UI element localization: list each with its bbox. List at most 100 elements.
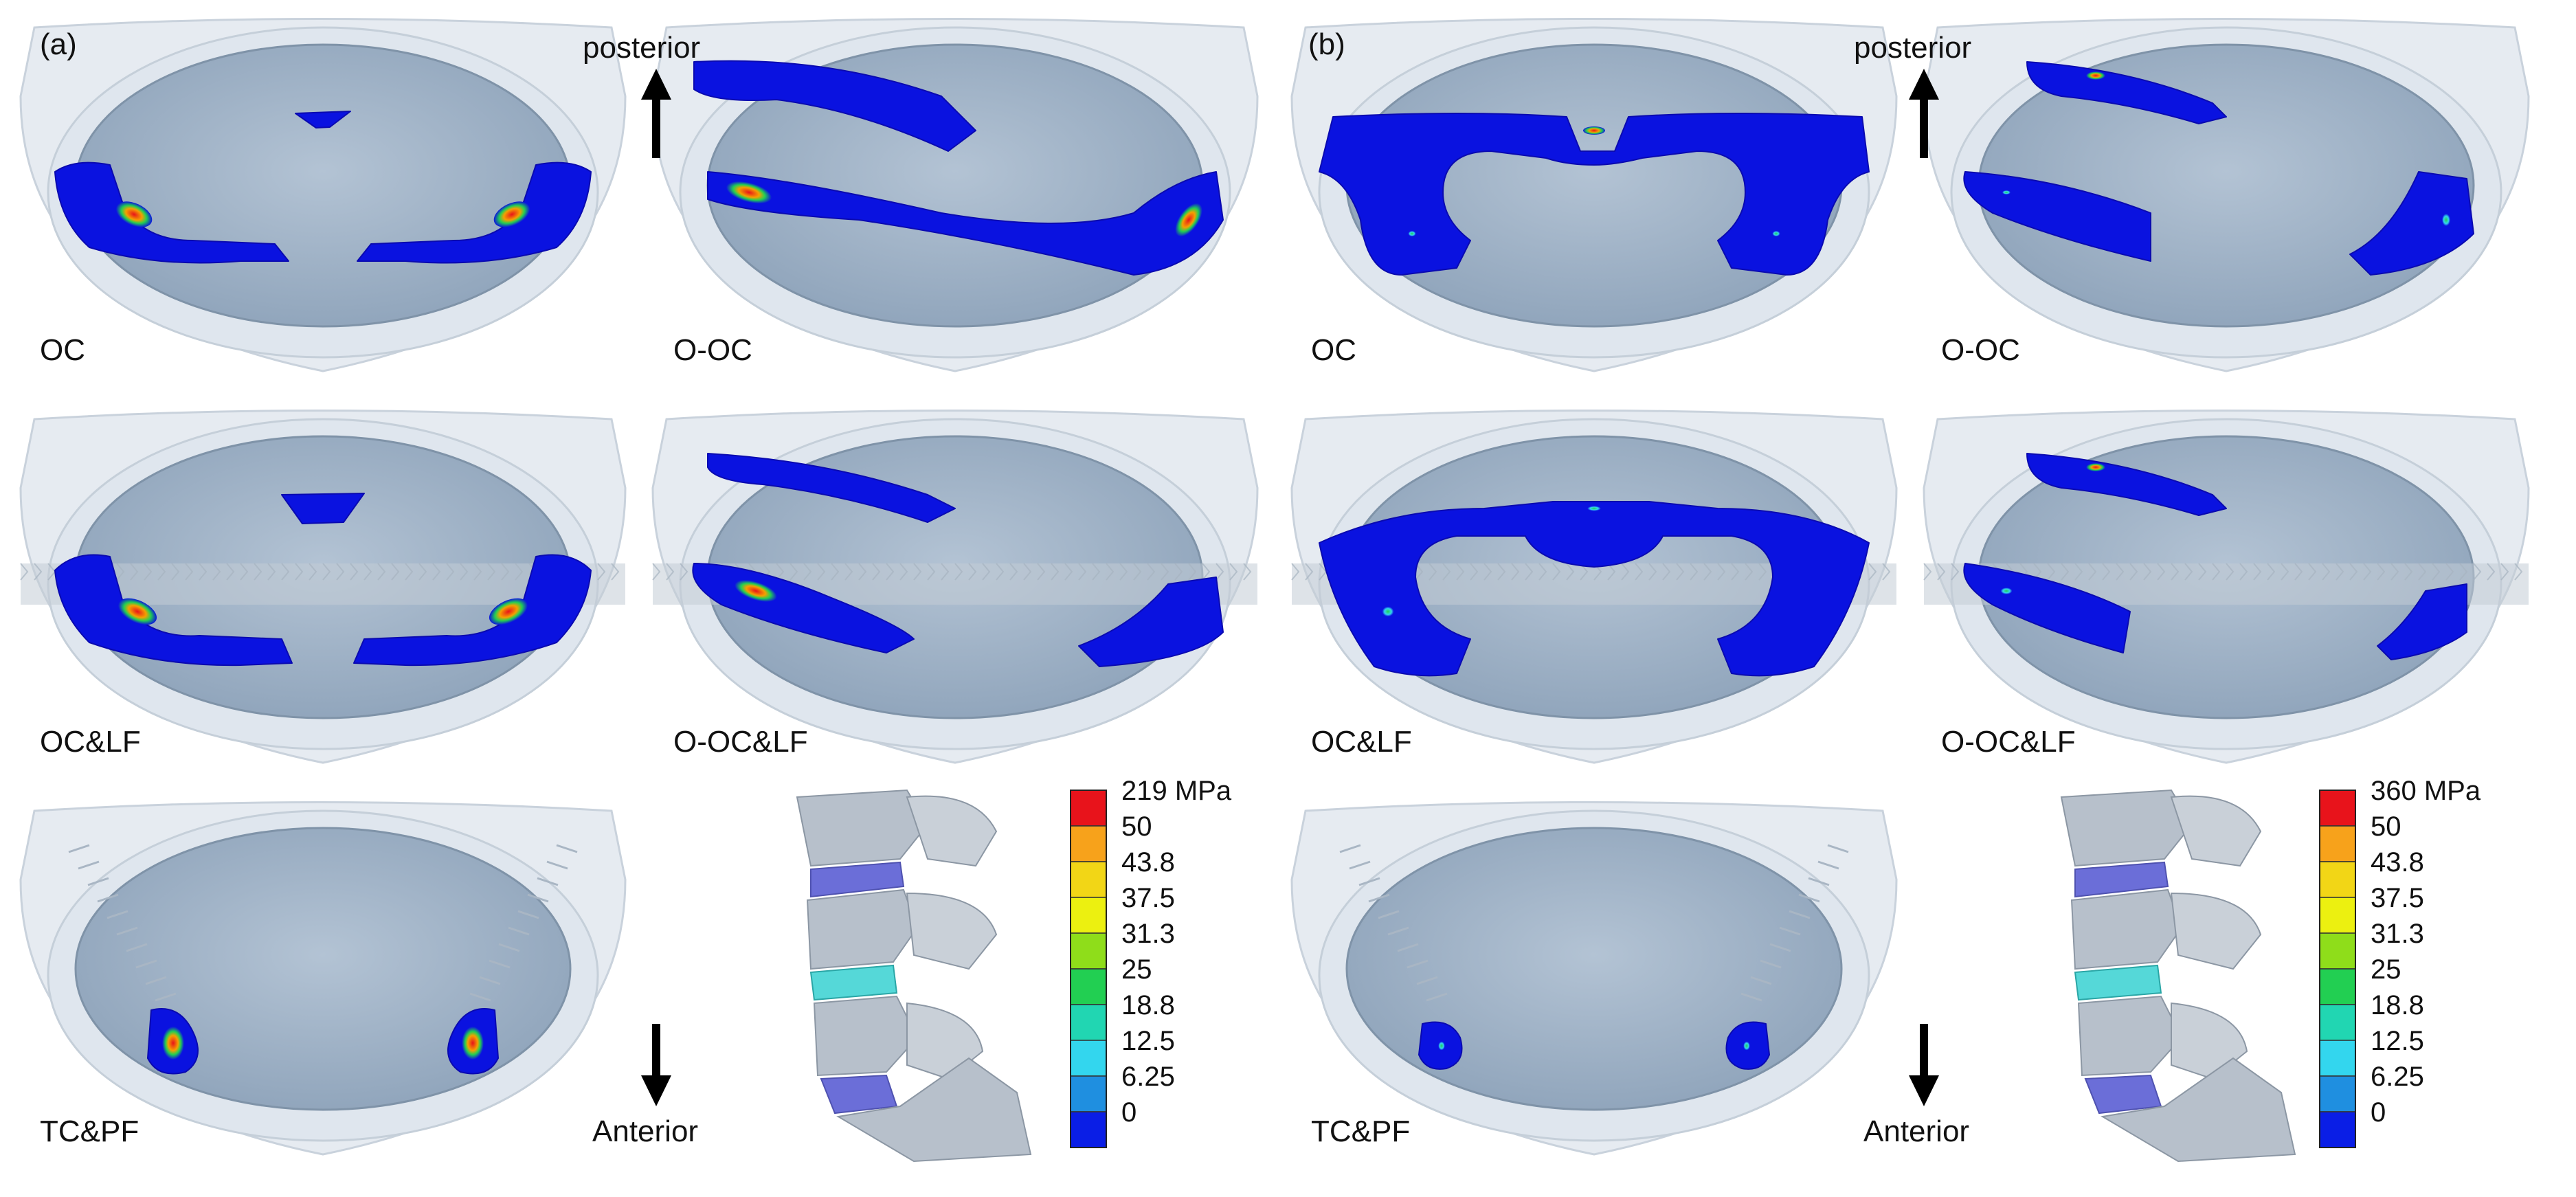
hotspot-right bbox=[489, 598, 528, 625]
endplate-b-oclf-b bbox=[1290, 410, 1898, 764]
contact-right bbox=[357, 161, 592, 264]
disc-2 bbox=[2074, 964, 2162, 1001]
hotspot-left bbox=[115, 201, 153, 227]
endplate-a-oclf bbox=[19, 410, 627, 764]
contact-posterior bbox=[295, 111, 351, 128]
legend-tick-3: 37.5 bbox=[2371, 883, 2424, 913]
legend-tick-9: 0 bbox=[1121, 1097, 1136, 1128]
panel-a-label: (a) bbox=[40, 27, 77, 61]
case-label-b-oc: OC bbox=[1311, 333, 1356, 367]
hotspot-left bbox=[735, 580, 777, 602]
legend-tick-1: 50 bbox=[1121, 812, 1152, 842]
contact-posterior-band bbox=[2026, 61, 2227, 124]
case-label-b-tc-pf: TC&PF bbox=[1311, 1115, 1411, 1148]
hotspot-left bbox=[726, 181, 772, 204]
endplate-a-o-oclf bbox=[651, 410, 1259, 764]
hotspot-right bbox=[462, 1027, 484, 1060]
vertebra-2 bbox=[2070, 888, 2183, 970]
disc-1 bbox=[2074, 861, 2169, 898]
legend-swatch-0 bbox=[1070, 790, 1107, 827]
legend-tick-1: 50 bbox=[2371, 812, 2401, 842]
legend-swatch-1 bbox=[2319, 825, 2356, 862]
legend-swatch-3 bbox=[2319, 897, 2356, 934]
hotspot-left bbox=[1438, 1041, 1445, 1051]
legend-swatch-1 bbox=[1070, 825, 1107, 862]
legend-swatch-8 bbox=[1070, 1075, 1107, 1112]
contact-horseshoe bbox=[1319, 501, 1870, 677]
legend-tick-2: 43.8 bbox=[1121, 847, 1175, 877]
contact-posterior-band bbox=[693, 60, 976, 152]
posterior-element-3 bbox=[2171, 1002, 2248, 1080]
legend-swatch-8 bbox=[2319, 1075, 2356, 1112]
contact-posterior-band bbox=[707, 453, 956, 523]
posterior-label-b: posterior bbox=[1854, 31, 1972, 65]
anterior-label-b: Anterior bbox=[1863, 1115, 1970, 1148]
screw-tracks bbox=[1339, 844, 1849, 1002]
legend-swatch-6 bbox=[1070, 1004, 1107, 1041]
legend-tick-0: 360 MPa bbox=[2371, 776, 2481, 806]
hotspot-right bbox=[1175, 203, 1202, 237]
endplate bbox=[74, 827, 572, 1111]
hotspot-right bbox=[1772, 231, 1780, 236]
hotspot-left bbox=[1408, 231, 1416, 236]
legend-swatch-9 bbox=[2319, 1111, 2356, 1148]
hotspot-left bbox=[117, 598, 157, 625]
endplate-b-o-oclf-b bbox=[1923, 410, 2530, 764]
legend-swatch-5 bbox=[1070, 968, 1107, 1005]
legend-tick-4: 31.3 bbox=[1121, 919, 1175, 949]
legend-swatch-2 bbox=[1070, 861, 1107, 898]
vertebra-1 bbox=[2060, 789, 2193, 867]
posterior-element-2 bbox=[906, 892, 998, 970]
case-label-a-o-oc: O-OC bbox=[673, 333, 752, 367]
legend-frame bbox=[1070, 790, 1107, 1148]
contact-right-band bbox=[2377, 583, 2467, 660]
legend-swatch-2 bbox=[2319, 861, 2356, 898]
contact-posterior bbox=[281, 493, 365, 524]
panel-b-label: (b) bbox=[1308, 27, 1345, 61]
hotspot-right bbox=[2442, 214, 2450, 226]
hotspot-left bbox=[1382, 606, 1394, 617]
hotspot-left bbox=[2002, 190, 2011, 194]
legend-swatch-3 bbox=[1070, 897, 1107, 934]
color-legend-b: 360 MPa 50 43.8 37.5 31.3 25 18.8 12.5 6.25 0 bbox=[2319, 776, 2481, 1148]
contact-left bbox=[54, 554, 293, 667]
posterior-element-3 bbox=[906, 1002, 984, 1080]
legend-swatch-4 bbox=[2319, 932, 2356, 970]
hotspot-posterior bbox=[1587, 506, 1601, 511]
disc-3 bbox=[820, 1074, 898, 1115]
contact-left-band bbox=[1963, 171, 2151, 262]
case-label-a-o-oc-lf: O-OC&LF bbox=[673, 725, 808, 759]
endplate-b-tcpf-b bbox=[1290, 801, 1898, 1156]
legend-swatch-7 bbox=[2319, 1040, 2356, 1077]
sacrum bbox=[2101, 1057, 2296, 1163]
legend-swatch-6 bbox=[2319, 1004, 2356, 1041]
spine-model-a bbox=[796, 789, 1032, 1163]
contact-horseshoe bbox=[1319, 113, 1870, 276]
contact-anterior-band bbox=[707, 171, 1224, 276]
endplate-a-tcpf bbox=[19, 801, 627, 1156]
case-label-a-tc-pf: TC&PF bbox=[40, 1115, 139, 1148]
hotspot-right bbox=[1743, 1041, 1750, 1051]
posterior-element-1 bbox=[2170, 795, 2262, 867]
contact-posterior-band bbox=[2026, 453, 2227, 516]
case-label-b-o-oc-lf: O-OC&LF bbox=[1941, 725, 2076, 759]
legend-tick-2: 43.8 bbox=[2371, 847, 2424, 877]
vertebra-3 bbox=[2077, 995, 2183, 1077]
legend-tick-8: 6.25 bbox=[1121, 1062, 1175, 1092]
posterior-label-a: posterior bbox=[583, 31, 701, 65]
hotspot-posterior bbox=[2086, 71, 2105, 80]
legend-tick-5: 25 bbox=[1121, 954, 1152, 985]
hotspot-posterior bbox=[1583, 126, 1605, 135]
legend-swatch-9 bbox=[1070, 1111, 1107, 1148]
sacrum bbox=[836, 1057, 1032, 1163]
posterior-element-1 bbox=[906, 795, 998, 867]
disc-1 bbox=[810, 861, 905, 898]
contact-left bbox=[54, 161, 289, 264]
legend-tick-7: 12.5 bbox=[2371, 1026, 2424, 1056]
color-legend-a: 219 MPa 50 43.8 37.5 31.3 25 18.8 12.5 6.25 0 bbox=[1070, 776, 1232, 1148]
legend-swatch-7 bbox=[1070, 1040, 1107, 1077]
case-label-b-oc-lf: OC&LF bbox=[1311, 725, 1412, 759]
legend-swatch-4 bbox=[1070, 932, 1107, 970]
screw-tracks bbox=[68, 844, 578, 1002]
anterior-label-a: Anterior bbox=[592, 1115, 699, 1148]
